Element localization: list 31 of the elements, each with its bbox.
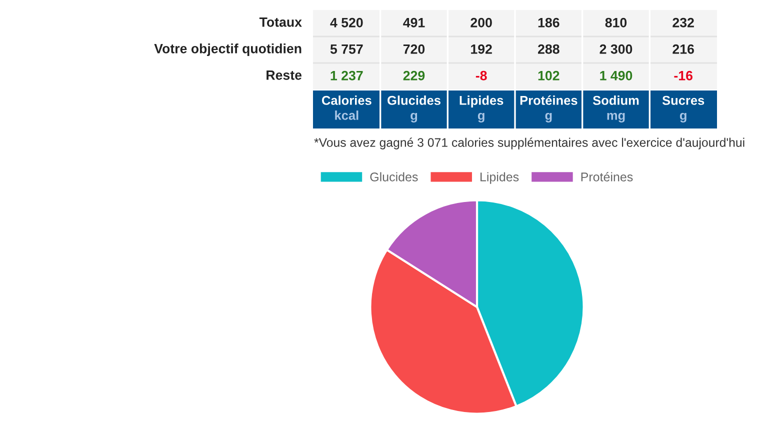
data-label: 2 300 xyxy=(600,44,632,54)
series-label: Totaux xyxy=(259,18,302,27)
text: *Vous avez gagné 3 071 calories supplémentaires avec l'exercice d'aujourd'hui xyxy=(314,138,744,150)
data-label: 491 xyxy=(403,18,425,28)
category-label: Calories kcal xyxy=(322,96,372,120)
data-label: 810 xyxy=(605,18,627,28)
legend-label: Lipides xyxy=(480,172,519,184)
data-label: 5 757 xyxy=(330,44,363,54)
data-label: -16 xyxy=(674,70,692,80)
legend-label: Glucides xyxy=(370,172,418,182)
data-label: 216 xyxy=(672,44,694,54)
data-label: 288 xyxy=(538,44,560,54)
data-label: 1 490 xyxy=(600,70,632,80)
text: Reste xyxy=(266,70,302,80)
category-label: Glucides g xyxy=(388,96,440,122)
category-label: Lipides g xyxy=(460,96,504,122)
category-label: Sodium mg xyxy=(592,96,639,122)
data-label: -8 xyxy=(476,70,487,80)
data-label: 229 xyxy=(403,70,425,80)
data-label: 4 520 xyxy=(330,18,363,28)
data-label: 192 xyxy=(471,44,492,54)
data-label: 720 xyxy=(403,44,425,54)
text: Votre objectif quotidien xyxy=(154,44,302,56)
data-label: 200 xyxy=(470,18,492,28)
legend-label: Protéines xyxy=(581,172,633,182)
data-label: 102 xyxy=(538,70,560,80)
category-label: Sucres g xyxy=(662,96,704,122)
data-label: 1 237 xyxy=(330,70,363,80)
category-label: Protéines g xyxy=(520,95,578,122)
data-label: 186 xyxy=(538,18,560,28)
data-label: 232 xyxy=(672,18,694,28)
